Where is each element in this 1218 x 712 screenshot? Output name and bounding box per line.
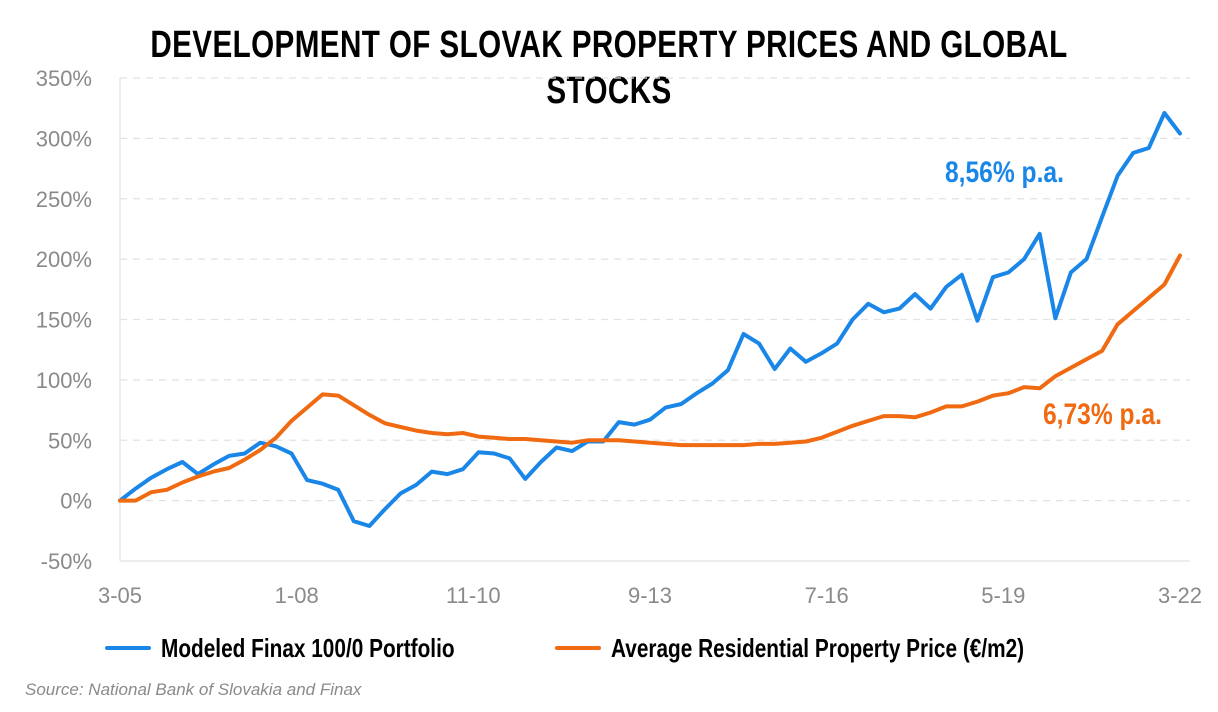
x-tick-label: 11-10: [446, 583, 501, 608]
gridlines: [119, 77, 1190, 562]
chart-title: DEVELOPMENT OF SLOVAK PROPERTY PRICES AN…: [134, 22, 1084, 114]
legend-label-property: Average Residential Property Price (€/m2…: [611, 632, 1025, 663]
y-tick-label: 0%: [60, 489, 92, 514]
y-tick-label: -50%: [41, 549, 92, 574]
chart-title-line-2: STOCKS: [546, 70, 672, 112]
legend-swatch-finax: [105, 646, 151, 650]
legend-item-property: Average Residential Property Price (€/m2…: [555, 630, 1127, 666]
y-axis-ticks: -50% 0% 50% 100% 150% 200% 250% 300% 350%: [36, 66, 92, 574]
legend-item-finax: Modeled Finax 100/0 Portfolio: [105, 630, 528, 666]
series-points: [119, 255, 1181, 501]
series-lines: [118, 111, 1182, 528]
x-tick-label: 7-16: [805, 583, 849, 608]
x-tick-label: 9-13: [628, 583, 672, 608]
y-tick-label: 150%: [36, 308, 92, 333]
annotation-property: 6,73% p.a.: [1043, 397, 1162, 431]
x-tick-label: 3-05: [98, 583, 142, 608]
legend-label-finax: Modeled Finax 100/0 Portfolio: [161, 632, 455, 663]
legend-swatch-property: [555, 646, 601, 650]
y-tick-label: 250%: [36, 187, 92, 212]
x-tick-label: 1-08: [275, 583, 319, 608]
series-line-property: [118, 253, 1182, 503]
source-note: Source: National Bank of Slovakia and Fi…: [25, 680, 362, 699]
y-tick-label: 100%: [36, 368, 92, 393]
y-tick-label: 350%: [36, 66, 92, 91]
annotation-finax: 8,56% p.a.: [945, 155, 1064, 189]
x-tick-label: 3-22: [1158, 583, 1202, 608]
y-tick-label: 50%: [48, 428, 92, 453]
legend: Modeled Finax 100/0 Portfolio Average Re…: [0, 630, 1218, 666]
x-tick-label: 5-19: [981, 583, 1025, 608]
y-tick-label: 300%: [36, 126, 92, 151]
y-tick-label: 200%: [36, 247, 92, 272]
chart-title-line-1: DEVELOPMENT OF SLOVAK PROPERTY PRICES AN…: [150, 24, 1068, 66]
x-axis-ticks: 3-05 1-08 11-10 9-13 7-16 5-19 3-22: [98, 583, 1202, 608]
